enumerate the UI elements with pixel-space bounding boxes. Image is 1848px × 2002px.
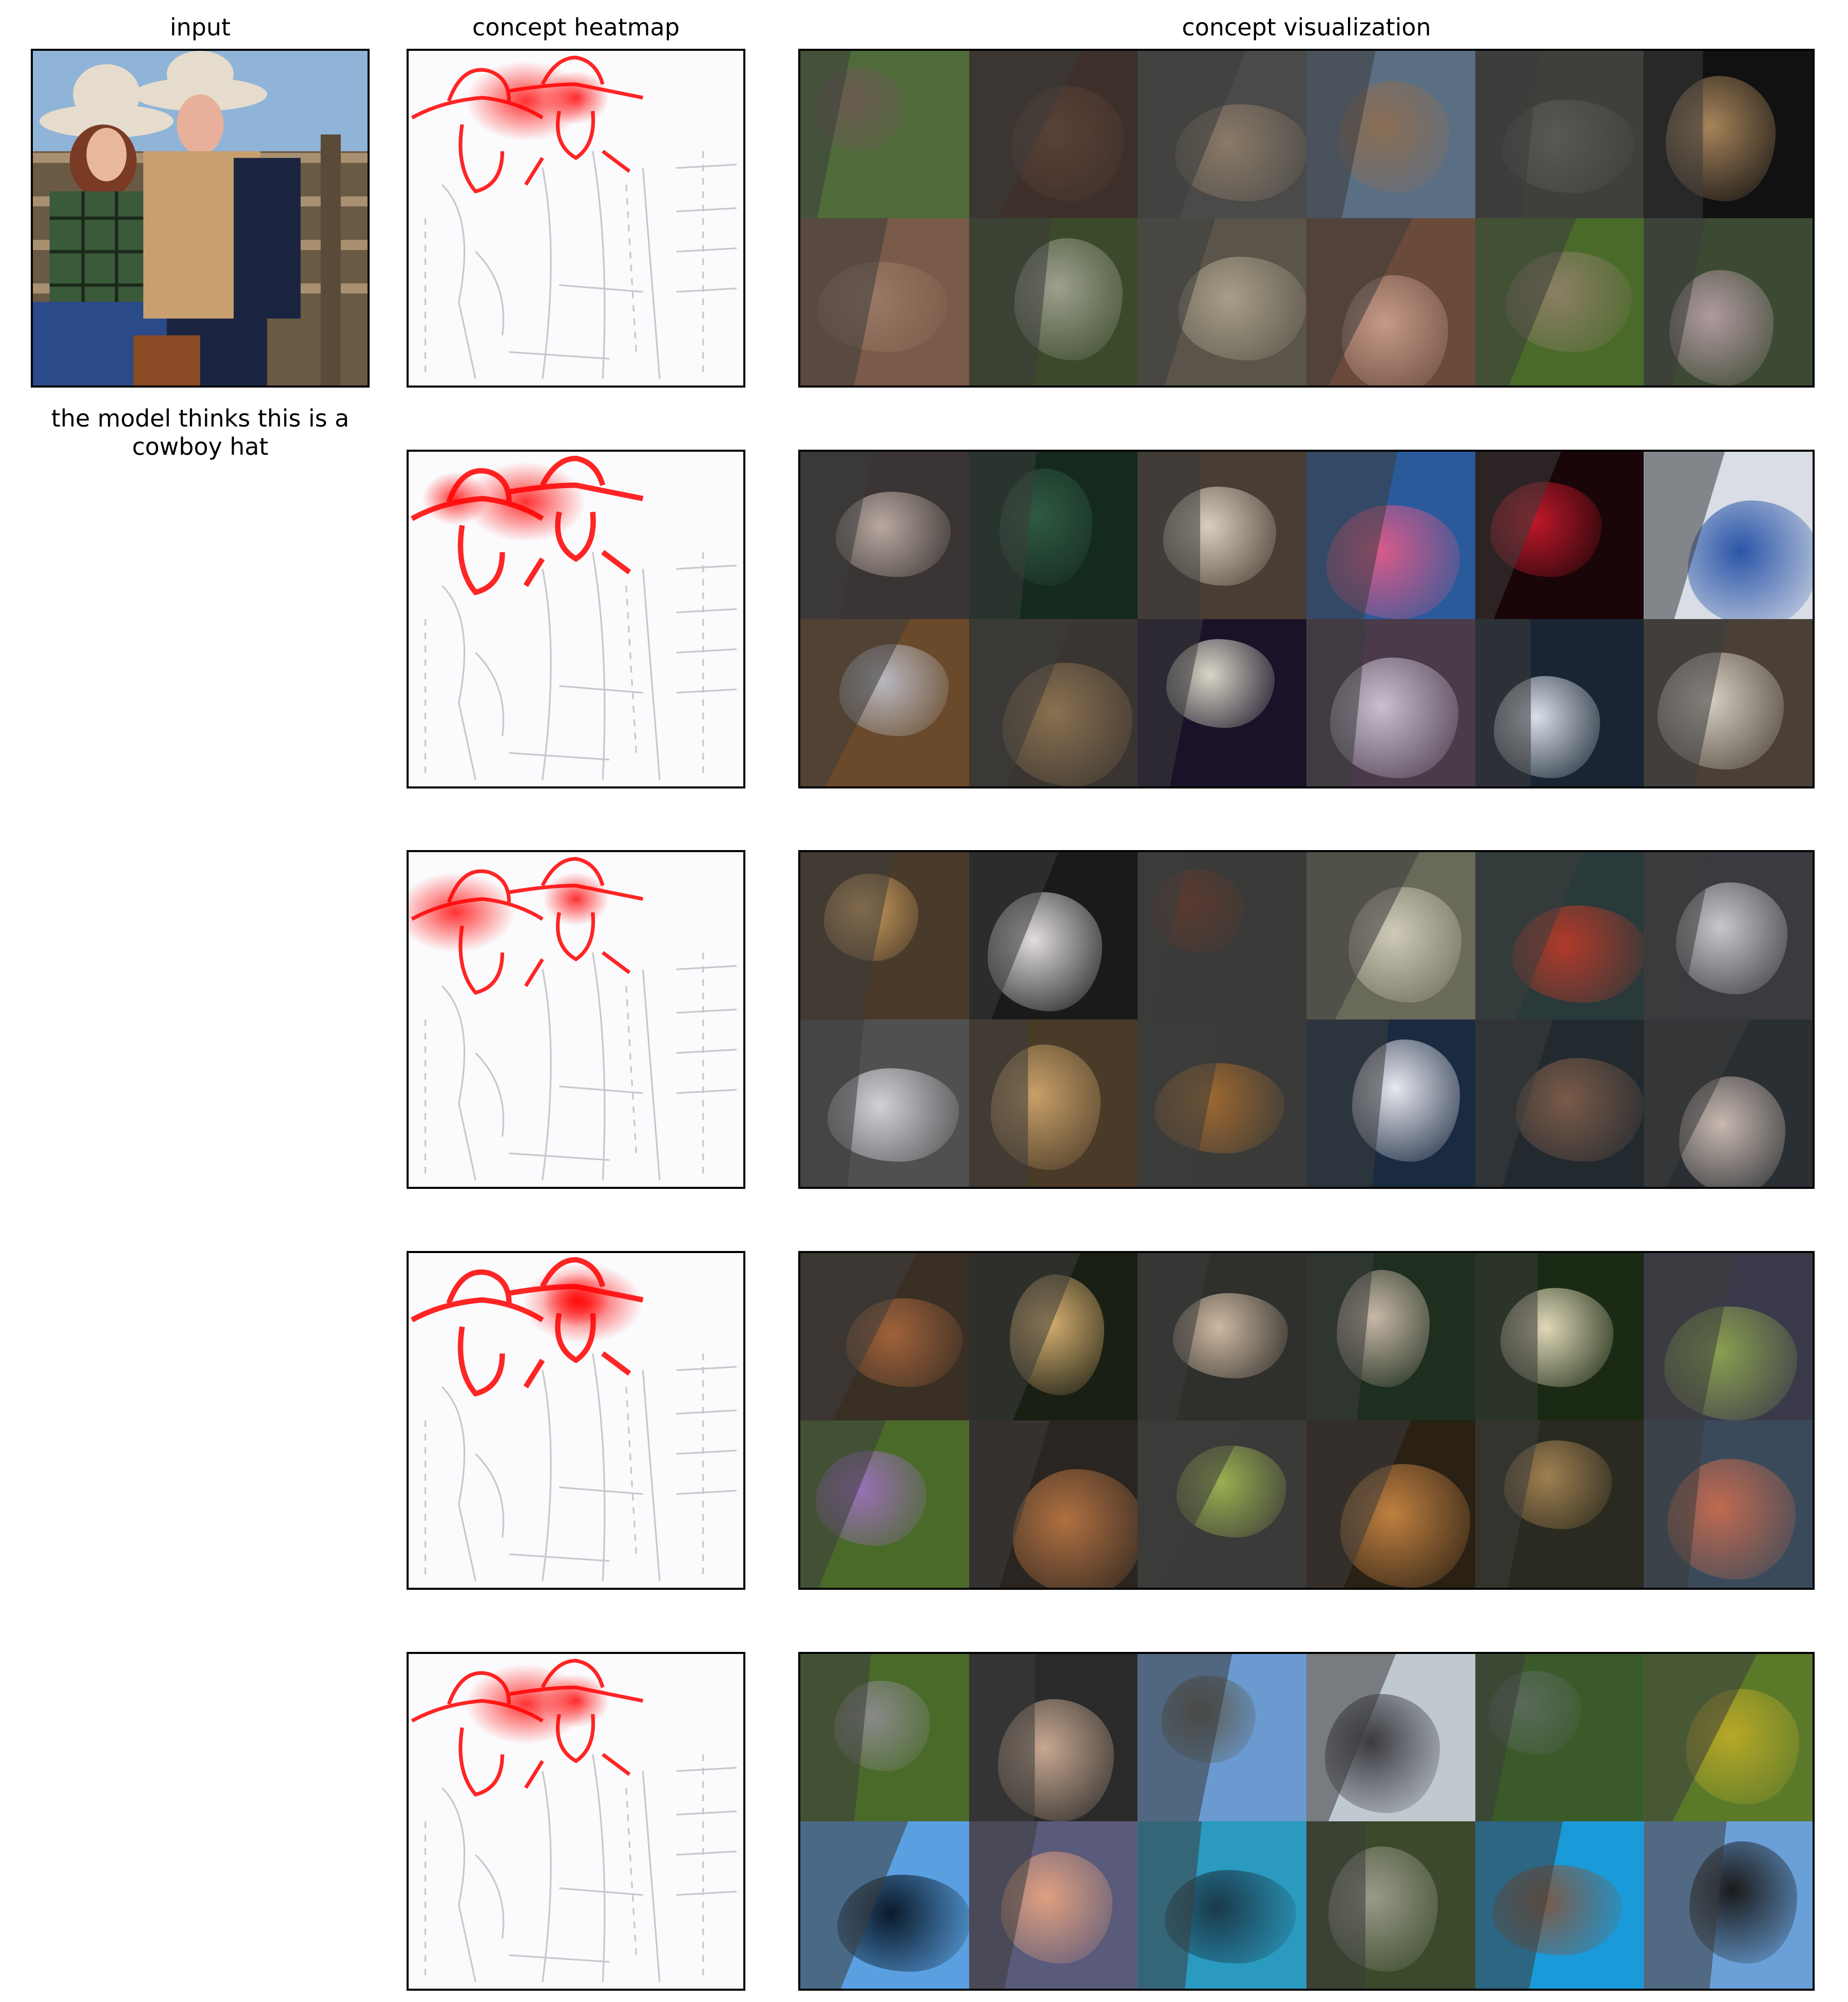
input-image — [31, 49, 370, 388]
concept-image-tree-sky — [1138, 1654, 1306, 1821]
concept-image-cut-figs — [969, 1420, 1138, 1588]
concept-image-red-glasses — [1475, 452, 1644, 619]
concept-image-boat — [1475, 1019, 1644, 1187]
concept-image-running-shoe — [1306, 852, 1475, 1019]
concept-image-artichoke — [1644, 1253, 1813, 1420]
concept-image-two-men — [969, 1654, 1138, 1821]
concept-visualization-5 — [798, 1652, 1815, 1991]
concept-image-mushrooms — [969, 1253, 1138, 1420]
concept-image-fungus — [1306, 1420, 1475, 1588]
concept-image-ram-horn — [1644, 51, 1813, 218]
concept-image-shiny-shoe — [800, 852, 969, 1019]
concept-image-artichokes — [1138, 1420, 1306, 1588]
concept-heatmap-2 — [407, 450, 745, 788]
concept-image-elephant-ear — [1138, 218, 1306, 386]
concept-image-cowboys — [1306, 51, 1475, 218]
header-concept-visualization: concept visualization — [798, 13, 1815, 41]
concept-image-field-tree — [1644, 1654, 1813, 1821]
concept-visualization-3 — [798, 850, 1815, 1189]
header-concept-heatmap: concept heatmap — [407, 13, 745, 41]
concept-image-elephant-herd — [1644, 218, 1813, 386]
concept-visualization-1 — [798, 49, 1815, 388]
concept-image-leaves — [1475, 1654, 1644, 1821]
concept-image-tea-table — [1644, 619, 1813, 786]
concept-image-heels — [1138, 1019, 1306, 1187]
concept-image-coral — [1475, 1821, 1644, 1989]
concept-image-forest — [1306, 1821, 1475, 1989]
concept-image-mushroom-cluster — [1138, 1253, 1306, 1420]
concept-image-goggles — [969, 619, 1138, 786]
concept-image-woman-hat — [1306, 218, 1475, 386]
concept-image-space-shuttle — [1306, 1019, 1475, 1187]
concept-image-bibs — [1306, 452, 1475, 619]
concept-image-totem-face — [1644, 1019, 1813, 1187]
concept-image-mushrooms-grass — [1306, 1253, 1475, 1420]
concept-image-carving — [969, 1019, 1138, 1187]
concept-image-green-hat — [969, 452, 1138, 619]
concept-image-silver-shoe — [1644, 852, 1813, 1019]
concept-image-ram-horn — [1138, 51, 1306, 218]
header-input: input — [31, 13, 370, 41]
concept-heatmap-3 — [407, 850, 745, 1189]
concept-image-sunset — [969, 1821, 1138, 1989]
concept-image-elephants — [1475, 218, 1644, 386]
concept-image-shoes — [800, 619, 969, 786]
concept-image-sneaker — [969, 852, 1138, 1019]
concept-image-buffalo-face — [969, 51, 1138, 218]
concept-image-underwater — [1138, 1821, 1306, 1989]
concept-image-person-park — [800, 1654, 969, 1821]
concept-visualization-2 — [798, 450, 1815, 788]
concept-heatmap-4 — [407, 1251, 745, 1590]
concept-image-blue-china — [1644, 452, 1813, 619]
concept-image-elephant-trunk — [969, 218, 1138, 386]
concept-heatmap-1 — [407, 49, 745, 388]
concept-image-elephant — [800, 218, 969, 386]
concept-image-figs — [800, 1253, 969, 1420]
concept-image-sandal — [1138, 852, 1306, 1019]
prediction-caption: the model thinks this is a cowboy hat — [31, 405, 370, 461]
concept-visualization-4 — [798, 1251, 1815, 1590]
concept-image-side-mirror — [1644, 1821, 1813, 1989]
concept-image-tall-mushrooms — [1475, 1253, 1644, 1420]
concept-image-blue-sneaker — [800, 1019, 969, 1187]
concept-image-glasses-bust — [1475, 619, 1644, 786]
concept-image-water-buffalo — [800, 51, 969, 218]
concept-image-totem — [1475, 852, 1644, 1019]
concept-image-crabs — [1475, 1420, 1644, 1588]
concept-image-crab — [1644, 1420, 1813, 1588]
concept-image-buffalo — [1475, 51, 1644, 218]
concept-image-sunglasses — [800, 452, 969, 619]
concept-image-teapot — [1138, 452, 1306, 619]
concept-image-artichoke-flower — [800, 1420, 969, 1588]
concept-image-tea-set — [1306, 619, 1475, 786]
concept-image-cup — [1138, 619, 1306, 786]
concept-image-lake — [1306, 1654, 1475, 1821]
concept-heatmap-5 — [407, 1652, 745, 1991]
concept-image-car-mirror-sky — [800, 1821, 969, 1989]
